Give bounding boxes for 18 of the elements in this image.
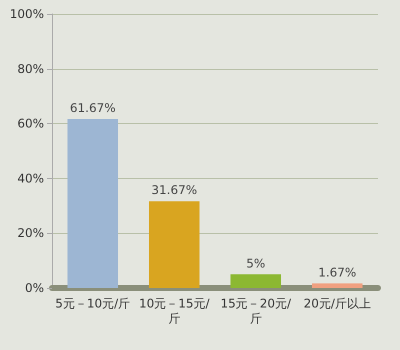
- bar: [148, 201, 200, 288]
- x-tick-label: 5元－10元/斤: [55, 296, 130, 310]
- data-label: 61.67%: [70, 101, 116, 116]
- data-label: 31.67%: [151, 183, 198, 198]
- y-tick-label: 80%: [17, 62, 44, 76]
- data-label: 5%: [246, 256, 266, 270]
- x-tick-label: 15元－20元/斤: [220, 296, 292, 326]
- bar: [312, 283, 363, 288]
- bar: [67, 119, 118, 288]
- y-tick-label: 40%: [17, 171, 44, 186]
- x-tick-label: 20元/斤以上: [304, 296, 371, 310]
- x-tick-label: 10元－15元/斤: [138, 296, 210, 326]
- y-tick-label: 0%: [24, 281, 44, 295]
- data-label: 1.67%: [318, 265, 356, 280]
- bar: [230, 274, 282, 288]
- y-tick-label: 100%: [10, 7, 44, 21]
- y-tick-label: 60%: [17, 116, 44, 131]
- y-tick-label: 20%: [17, 226, 44, 240]
